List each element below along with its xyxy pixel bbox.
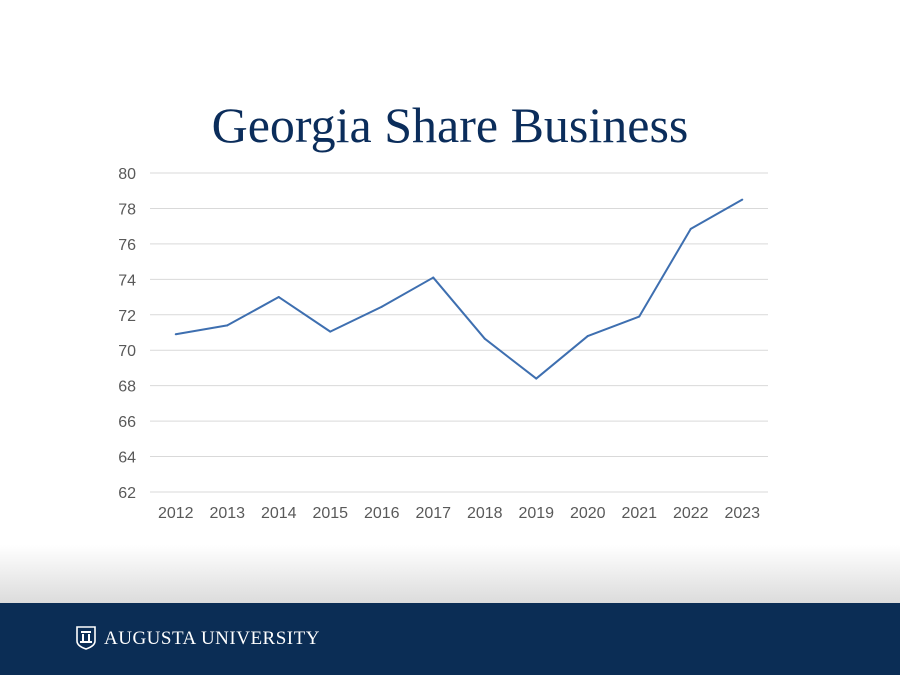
university-name: AUGUSTA UNIVERSITY: [104, 628, 320, 649]
x-tick-label: 2023: [724, 505, 760, 522]
x-tick-label: 2015: [312, 505, 348, 522]
y-tick-label: 76: [118, 237, 136, 254]
data-point: [174, 333, 177, 336]
data-point: [226, 324, 229, 327]
data-point: [535, 377, 538, 380]
data-point: [586, 335, 589, 338]
y-tick-label: 70: [118, 343, 136, 360]
data-point: [380, 305, 383, 308]
data-point: [432, 276, 435, 279]
x-tick-label: 2017: [415, 505, 451, 522]
y-tick-label: 78: [118, 201, 136, 218]
x-tick-label: 2021: [621, 505, 657, 522]
chart-title: Georgia Share Business: [211, 97, 689, 153]
y-tick-label: 72: [118, 308, 136, 325]
x-tick-label: 2022: [673, 505, 709, 522]
y-tick-label: 68: [118, 379, 136, 396]
x-tick-label: 2014: [261, 505, 297, 522]
x-tick-label: 2013: [209, 505, 245, 522]
x-tick-label: 2016: [364, 505, 400, 522]
x-tick-label: 2012: [158, 505, 194, 522]
data-point: [483, 337, 486, 340]
footer-bar: [0, 603, 900, 675]
x-tick-label: 2019: [518, 505, 554, 522]
y-tick-label: 62: [118, 485, 136, 502]
y-tick-label: 74: [118, 272, 136, 289]
x-tick-label: 2020: [570, 505, 606, 522]
line-chart: 62 64 66 68 70 72 74 76 78 80 2012 2013 2014 2015 2016…: [118, 166, 768, 522]
data-point: [741, 198, 744, 201]
data-point: [689, 227, 692, 230]
y-tick-label: 80: [118, 166, 136, 183]
data-point: [638, 315, 641, 318]
data-point: [277, 296, 280, 299]
y-tick-label: 66: [118, 414, 136, 431]
series-line: [175, 198, 743, 380]
y-tick-label: 64: [118, 450, 136, 467]
x-tick-label: 2018: [467, 505, 503, 522]
data-point: [329, 330, 332, 333]
university-shield-icon: [76, 626, 96, 650]
